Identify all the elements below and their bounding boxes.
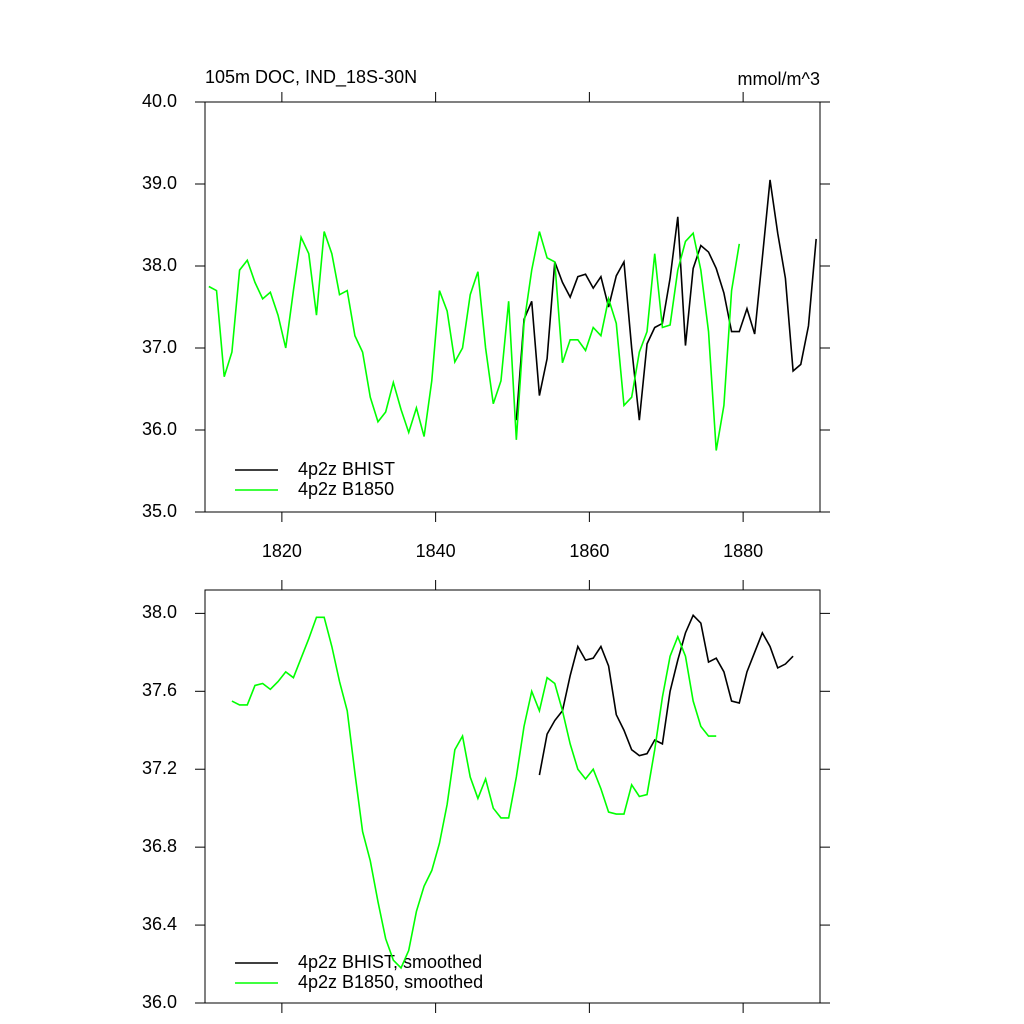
series-line bbox=[515, 179, 817, 421]
y-tick-label: 40.0 bbox=[142, 91, 177, 111]
chart-title: 105m DOC, IND_18S-30N bbox=[205, 67, 417, 88]
units-label: mmol/m^3 bbox=[738, 69, 820, 89]
legend-label: 4p2z BHIST, smoothed bbox=[298, 952, 482, 972]
y-tick-label: 36.8 bbox=[142, 836, 177, 856]
y-tick-label: 36.4 bbox=[142, 914, 177, 934]
y-tick-label: 37.6 bbox=[142, 680, 177, 700]
series-line bbox=[208, 231, 741, 451]
legend-label: 4p2z BHIST bbox=[298, 459, 395, 479]
x-tick-label: 1840 bbox=[416, 541, 456, 561]
x-tick-label: 1860 bbox=[569, 541, 609, 561]
x-tick-label: 1880 bbox=[723, 541, 763, 561]
y-tick-label: 39.0 bbox=[142, 173, 177, 193]
x-tick-label: 1820 bbox=[262, 541, 302, 561]
legend-label: 4p2z B1850 bbox=[298, 479, 394, 499]
plot-frame bbox=[204, 101, 821, 513]
y-tick-label: 37.2 bbox=[142, 758, 177, 778]
y-tick-label: 36.0 bbox=[142, 992, 177, 1012]
y-tick-label: 38.0 bbox=[142, 255, 177, 275]
y-tick-label: 38.0 bbox=[142, 602, 177, 622]
series-line bbox=[231, 616, 717, 970]
legend-label: 4p2z B1850, smoothed bbox=[298, 972, 483, 992]
y-tick-label: 35.0 bbox=[142, 501, 177, 521]
y-tick-label: 37.0 bbox=[142, 337, 177, 357]
series-line bbox=[538, 613, 794, 776]
plot-frame bbox=[204, 589, 821, 1004]
y-tick-label: 36.0 bbox=[142, 419, 177, 439]
